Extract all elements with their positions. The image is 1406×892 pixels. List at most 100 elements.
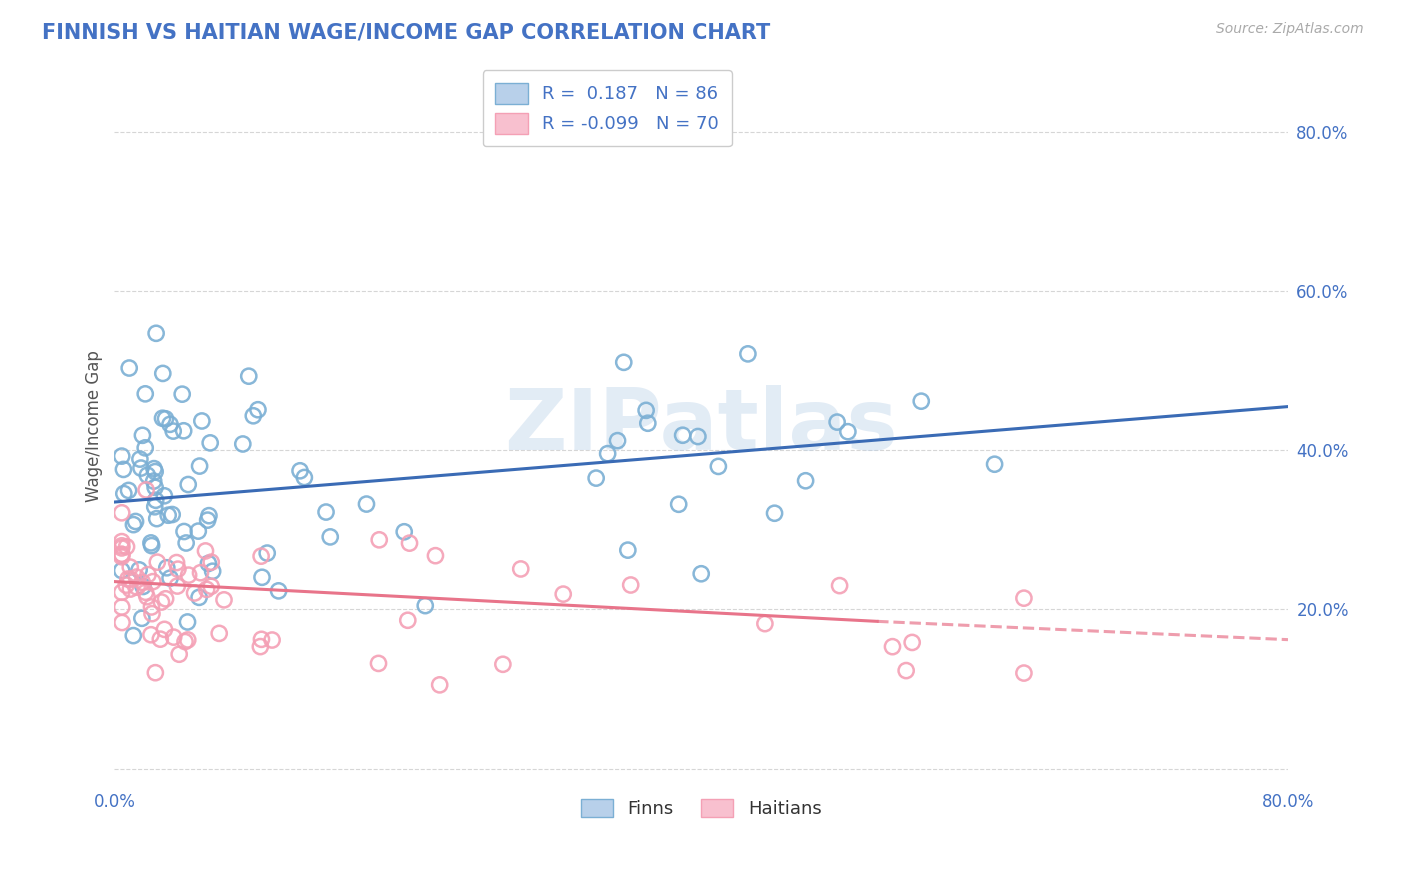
Point: [668, 497, 690, 511]
Point: [150, 595, 173, 609]
Point: [250, 632, 273, 647]
Point: [553, 587, 575, 601]
Point: [983, 457, 1005, 471]
Point: [159, 417, 181, 432]
Point: [136, 468, 159, 483]
Text: FINNISH VS HAITIAN WAGE/INCOME GAP CORRELATION CHART: FINNISH VS HAITIAN WAGE/INCOME GAP CORRE…: [42, 22, 770, 42]
Point: [398, 536, 420, 550]
Point: [368, 533, 391, 547]
Point: [177, 632, 200, 647]
Point: [606, 434, 628, 448]
Point: [686, 429, 709, 443]
Point: [201, 564, 224, 578]
Point: [174, 634, 197, 648]
Point: [111, 585, 134, 599]
Y-axis label: Wage/Income Gap: Wage/Income Gap: [86, 351, 103, 502]
Point: [737, 347, 759, 361]
Point: [111, 600, 134, 615]
Point: [166, 556, 188, 570]
Point: [111, 539, 134, 553]
Point: [200, 579, 222, 593]
Point: [112, 462, 135, 476]
Point: [145, 511, 167, 525]
Point: [134, 387, 156, 401]
Point: [131, 611, 153, 625]
Point: [153, 489, 176, 503]
Point: [120, 572, 142, 586]
Point: [195, 582, 218, 597]
Point: [392, 524, 415, 539]
Point: [172, 387, 194, 401]
Point: [177, 477, 200, 491]
Point: [292, 470, 315, 484]
Point: [143, 480, 166, 494]
Point: [118, 361, 141, 376]
Point: [901, 635, 924, 649]
Point: [131, 428, 153, 442]
Point: [356, 497, 378, 511]
Point: [146, 555, 169, 569]
Point: [173, 524, 195, 539]
Point: [707, 459, 730, 474]
Point: [425, 549, 447, 563]
Point: [910, 394, 932, 409]
Text: Source: ZipAtlas.com: Source: ZipAtlas.com: [1216, 22, 1364, 37]
Point: [242, 409, 264, 423]
Text: ZIPatlas: ZIPatlas: [505, 385, 898, 468]
Point: [212, 592, 235, 607]
Point: [143, 465, 166, 479]
Point: [166, 579, 188, 593]
Point: [139, 628, 162, 642]
Point: [162, 424, 184, 438]
Point: [111, 449, 134, 463]
Point: [672, 428, 695, 442]
Point: [152, 367, 174, 381]
Point: [190, 566, 212, 580]
Point: [828, 579, 851, 593]
Point: [163, 630, 186, 644]
Point: [152, 411, 174, 425]
Point: [250, 570, 273, 584]
Point: [141, 607, 163, 621]
Point: [413, 599, 436, 613]
Point: [155, 591, 177, 606]
Point: [128, 563, 150, 577]
Point: [200, 555, 222, 569]
Point: [167, 647, 190, 661]
Point: [315, 505, 337, 519]
Point: [1012, 591, 1035, 606]
Point: [115, 578, 138, 592]
Point: [122, 517, 145, 532]
Point: [111, 548, 134, 562]
Point: [637, 416, 659, 430]
Point: [256, 546, 278, 560]
Point: [139, 536, 162, 550]
Point: [111, 547, 134, 561]
Point: [208, 626, 231, 640]
Point: [120, 582, 142, 596]
Legend: Finns, Haitians: Finns, Haitians: [574, 792, 830, 825]
Point: [288, 464, 311, 478]
Point: [122, 629, 145, 643]
Point: [159, 571, 181, 585]
Point: [825, 415, 848, 429]
Point: [131, 575, 153, 590]
Point: [367, 657, 389, 671]
Point: [191, 414, 214, 428]
Point: [613, 355, 636, 369]
Point: [111, 506, 134, 520]
Point: [267, 583, 290, 598]
Point: [183, 586, 205, 600]
Point: [111, 549, 134, 564]
Point: [894, 664, 917, 678]
Point: [142, 574, 165, 589]
Point: [112, 486, 135, 500]
Point: [1012, 666, 1035, 681]
Point: [145, 493, 167, 508]
Point: [636, 403, 658, 417]
Point: [134, 441, 156, 455]
Point: [429, 678, 451, 692]
Point: [262, 633, 284, 648]
Point: [115, 540, 138, 554]
Point: [763, 506, 786, 520]
